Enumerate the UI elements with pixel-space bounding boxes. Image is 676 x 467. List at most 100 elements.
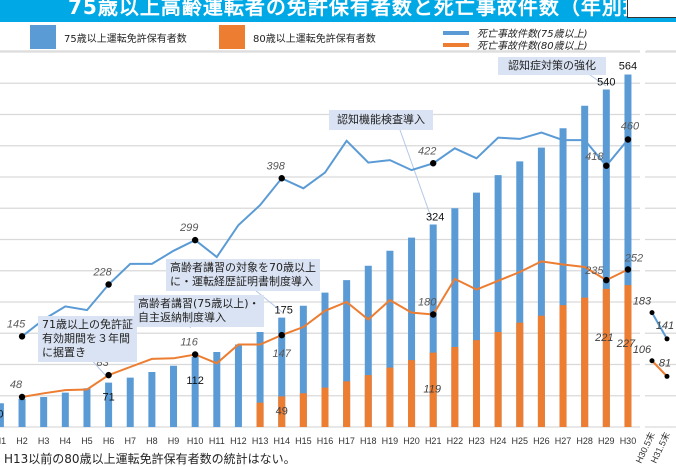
data-point-marker xyxy=(430,311,437,318)
line-fatal-80-recent xyxy=(651,360,668,378)
annotation-line: に・運転経歴証明書制度導入 xyxy=(170,275,313,288)
annotation-line: 高齢者講習の対象を70歳以上 xyxy=(170,261,316,274)
bar-license-75 xyxy=(148,372,156,427)
point-label: 116 xyxy=(180,337,198,349)
point-label: 460 xyxy=(621,121,640,133)
x-tick-label: H20 xyxy=(403,436,420,446)
bar-license-75 xyxy=(61,392,69,427)
x-tick-label: H26 xyxy=(533,436,550,446)
bar-license-75 xyxy=(624,74,632,427)
legend-label: 80歳以上運転免許保有者数 xyxy=(253,33,376,45)
annotation-course-70: 高齢者講習の対象を70歳以上 に・運転経歴証明書制度導入 xyxy=(166,259,320,291)
data-point-marker xyxy=(649,310,655,316)
x-tick-label: H6 xyxy=(103,436,115,446)
bar-license-80 xyxy=(451,347,459,427)
data-point-marker xyxy=(430,160,437,167)
x-tick-label: H8 xyxy=(146,436,158,446)
legend-label: 死亡事故件数(75歳以上) xyxy=(477,29,588,40)
bar-license-80 xyxy=(516,322,524,427)
bar-label: 564 xyxy=(619,61,637,73)
legend-label: 死亡事故件数(80歳以上) xyxy=(477,41,588,52)
bar-license-75 xyxy=(386,250,394,427)
bar-license-75 xyxy=(213,352,221,427)
bar-label: 175 xyxy=(275,305,293,317)
point-label: 398 xyxy=(267,160,286,172)
x-tick-label: H27 xyxy=(555,436,572,446)
bar-license-75 xyxy=(256,332,264,427)
bar-label: 540 xyxy=(597,77,615,89)
x-tick-label: H18 xyxy=(360,436,377,446)
data-point-marker xyxy=(603,276,610,284)
bar-label: 324 xyxy=(426,212,444,224)
data-point-marker xyxy=(105,371,112,379)
footnote: H13以前の80歳以上運転免許保有者数の統計はない。 xyxy=(4,452,296,466)
bar-label: 0 xyxy=(0,408,3,420)
bar-license-75 xyxy=(602,89,610,427)
data-point-marker xyxy=(18,333,26,340)
annotation-senior-course: 高齢者講習(75歳以上)・ 自主返納制度導入 xyxy=(134,295,264,327)
divider xyxy=(646,50,676,52)
bar-license-75 xyxy=(559,128,567,427)
bar-license-75 xyxy=(364,265,372,427)
bar-license-75 xyxy=(299,305,307,427)
annotation-line: 高齢者講習(75歳以上)・ xyxy=(138,297,260,310)
data-point-marker xyxy=(278,175,285,182)
data-point-marker xyxy=(664,336,670,342)
bar-license-75 xyxy=(234,344,242,427)
x-tick-label: H19 xyxy=(382,436,399,446)
x-tick-label: H14 xyxy=(273,436,290,446)
point-label: 299 xyxy=(179,222,198,234)
legend-label: 75歳以上運転免許保有者数 xyxy=(64,33,187,45)
title-bar: 75歳以上高齢運転者の免許保有者数と死亡事故件数（年別推移） xyxy=(0,0,676,22)
line-fatal-75-recent xyxy=(651,312,668,340)
x-tick-label: H24 xyxy=(490,436,507,446)
x-tick-label: H21 xyxy=(425,436,442,446)
bar-license-75 xyxy=(429,224,437,427)
legend-swatch-blue xyxy=(30,25,56,49)
bar-label: 49 xyxy=(276,405,288,417)
legend: 75歳以上運転免許保有者数 80歳以上運転免許保有者数 死亡事故件数(75歳以上… xyxy=(0,25,676,52)
bar-license-80 xyxy=(472,340,480,427)
annotation-line: 認知症対策の強化 xyxy=(508,59,596,72)
x-tick-label: H28 xyxy=(576,436,593,446)
x-tick-label: H2 xyxy=(16,436,28,446)
point-label: 422 xyxy=(418,145,436,157)
annotation-line: 71歳以上の免許証 xyxy=(42,318,133,331)
data-point-marker xyxy=(278,331,285,339)
annotation-cognitive-test: 認知機能検査導入 xyxy=(329,110,433,130)
annotation-leader-line xyxy=(589,74,607,87)
bar-license-75 xyxy=(83,388,91,427)
point-label: 235 xyxy=(584,265,604,277)
bar-license-80 xyxy=(299,393,307,427)
annotation-dementia-measures: 認知症対策の強化 xyxy=(498,57,606,75)
data-point-marker xyxy=(18,393,26,401)
bar-label: 71 xyxy=(102,392,114,404)
bar-license-75 xyxy=(343,280,351,427)
x-tick-label: H29 xyxy=(598,436,615,446)
x-tick-label: H3 xyxy=(38,436,50,446)
x-tick-label: H11 xyxy=(209,436,225,446)
bar-license-75 xyxy=(451,208,459,427)
legend-line-orange xyxy=(443,42,469,47)
point-label: 418 xyxy=(585,151,604,163)
bar-license-80 xyxy=(364,375,372,427)
bar-label: 119 xyxy=(423,384,441,396)
legend-item-fatal-80: 死亡事故件数(80歳以上) xyxy=(443,37,588,52)
bar-license-75 xyxy=(472,192,480,427)
x-tick-label: H25 xyxy=(512,436,529,446)
bar-license-75 xyxy=(126,377,134,427)
legend-item-license-75: 75歳以上運転免許保有者数 xyxy=(30,25,187,49)
bar-license-80 xyxy=(581,297,589,427)
x-tick-label: H30 xyxy=(620,436,637,446)
x-tick-label: H13 xyxy=(252,436,269,446)
data-point-marker xyxy=(191,351,199,358)
bar-license-80 xyxy=(386,367,394,427)
point-label: 147 xyxy=(273,348,292,360)
bar-license-80 xyxy=(429,352,437,427)
bar-license-75 xyxy=(18,398,26,427)
point-label: 145 xyxy=(7,318,26,330)
annotation-leader-line xyxy=(254,289,283,313)
x-tick-label: H4 xyxy=(60,436,72,446)
x-tick-label: H12 xyxy=(230,436,247,446)
x-tick-label: H17 xyxy=(338,436,355,446)
